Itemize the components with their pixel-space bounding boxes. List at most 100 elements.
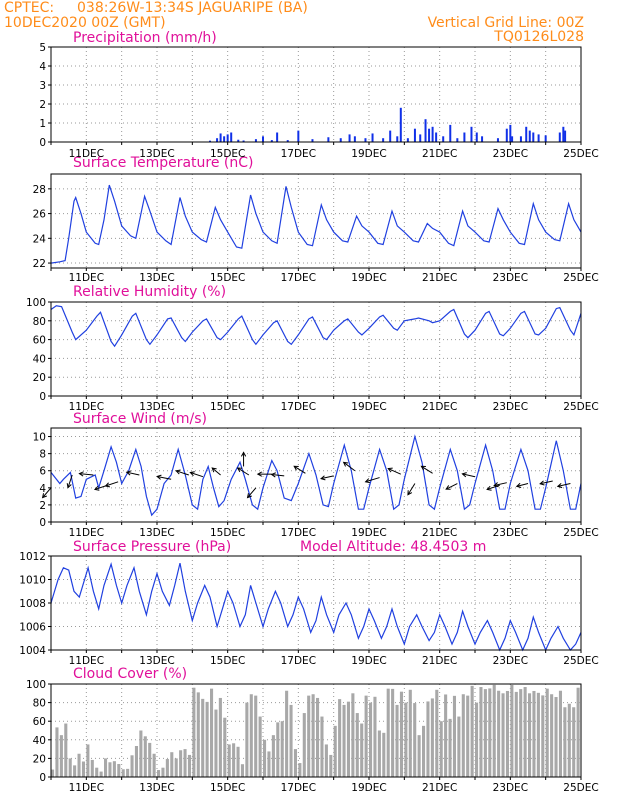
- cloud-bar: [218, 697, 222, 777]
- cloud-bar: [316, 697, 320, 777]
- precip-bar: [230, 132, 233, 142]
- cloud-bar: [528, 693, 532, 777]
- cloud-date-label: 15DEC: [210, 782, 245, 794]
- cloud-bar: [576, 687, 580, 777]
- cloud-bar: [227, 744, 231, 777]
- precip-bar: [382, 138, 385, 142]
- temp-ytick-label: 22: [33, 258, 46, 270]
- pressure-date-label: 21DEC: [422, 655, 457, 667]
- cloud-bar: [399, 691, 404, 777]
- wind-arrow: [516, 483, 529, 487]
- cloud-bar: [117, 763, 121, 777]
- cloud-bar: [126, 768, 130, 777]
- precip-bar: [532, 132, 535, 142]
- wind-arrow: [67, 474, 73, 488]
- precip-bar: [399, 107, 402, 142]
- cloud-bar: [263, 739, 267, 777]
- pressure-date-label: 11DEC: [69, 655, 104, 667]
- cloud-bar: [187, 754, 192, 777]
- cloud-bar: [426, 701, 430, 777]
- cloud-bar: [254, 695, 258, 777]
- precip-bar: [270, 140, 273, 142]
- precip-bar: [297, 130, 300, 142]
- cloud-bar: [369, 702, 373, 777]
- header-code: TQ0126L028: [493, 29, 584, 45]
- wind-date-label: 15DEC: [210, 527, 245, 539]
- temp-ytick-label: 26: [33, 209, 47, 221]
- rh-ytick-label: 40: [33, 353, 46, 365]
- temp-title: Surface Temperature (nC): [73, 155, 254, 171]
- precip-bar: [564, 130, 567, 142]
- cloud-bar: [68, 758, 72, 777]
- cloud-bar: [183, 749, 187, 777]
- precip-bar: [262, 136, 264, 142]
- rh-date-label: 19DEC: [351, 401, 386, 413]
- wind-arrow: [293, 465, 306, 474]
- cloud-bar: [417, 735, 421, 777]
- wind-arrow: [79, 473, 94, 476]
- cloud-ytick-label: 80: [33, 698, 46, 710]
- cloud-bar: [541, 695, 545, 777]
- wind-arrow-head: [125, 470, 132, 476]
- wind-arrow-head: [515, 482, 522, 488]
- cloud-date-label: 13DEC: [139, 782, 174, 794]
- wind-arrow-head: [236, 467, 243, 473]
- wind-arrow-head: [387, 467, 393, 473]
- cloud-bar: [395, 704, 399, 777]
- header-source: CPTEC:: [4, 0, 54, 16]
- wind-arrow: [486, 484, 500, 490]
- wind-arrow-head: [420, 465, 426, 471]
- cloud-bar: [267, 751, 271, 777]
- rh-date-label: 23DEC: [493, 401, 528, 413]
- cloud-bar: [271, 735, 275, 777]
- precip-ytick-label: 0: [39, 137, 46, 149]
- cloud-bar: [510, 684, 514, 777]
- wind-arrow-head: [104, 482, 111, 488]
- pressure-ytick-label: 1004: [19, 645, 46, 657]
- cloud-bar: [338, 699, 342, 777]
- precip-bar: [544, 135, 547, 142]
- wind-date-label: 23DEC: [493, 527, 528, 539]
- cloud-bar: [293, 749, 298, 777]
- wind-arrow-head: [293, 465, 299, 471]
- wind-arrow-head: [189, 471, 195, 477]
- wind-arrow: [445, 483, 458, 490]
- wind-arrow-head: [461, 472, 467, 478]
- precip-bar: [223, 136, 226, 142]
- precip-bar: [519, 136, 522, 142]
- precip-bar: [216, 138, 219, 142]
- rh-date-label: 21DEC: [422, 401, 457, 413]
- cloud-bar: [563, 707, 567, 777]
- precip-bar: [226, 134, 229, 142]
- cloud-bar: [346, 701, 351, 777]
- cloud-bar: [298, 763, 302, 777]
- precip-bar: [505, 128, 508, 142]
- precip-bar: [419, 134, 422, 142]
- cloud-bar: [452, 695, 457, 777]
- cloud-bar: [391, 688, 395, 777]
- wind-arrow: [557, 483, 571, 487]
- wind-arrow-head: [539, 480, 545, 486]
- wind-line: [50, 434, 582, 517]
- cloud-bar: [333, 725, 337, 777]
- cloud-bar: [139, 730, 143, 777]
- wind-ytick-label: 2: [39, 500, 46, 512]
- cloud-bar: [386, 688, 390, 777]
- cloud-bar: [439, 721, 443, 777]
- cloud-bar: [413, 703, 417, 777]
- cloud-bar: [179, 750, 183, 777]
- wind-arrow: [42, 487, 52, 498]
- cloud-bar: [161, 767, 165, 777]
- wind-arrow: [387, 468, 402, 475]
- wind-arrow-head: [270, 472, 276, 478]
- cloud-bar: [302, 713, 306, 777]
- cloud-bar: [311, 694, 315, 777]
- cloud-bar: [289, 704, 293, 777]
- cloud-bar: [240, 764, 245, 777]
- cloud-bar: [174, 758, 178, 777]
- pressure-panel: 1004 1006 1008 1010 1012 11DEC 13DEC 15DEC 17DEC…: [19, 551, 598, 667]
- wind-arrow: [126, 471, 140, 476]
- cloud-bar: [457, 716, 461, 777]
- cloud-bar: [342, 704, 346, 777]
- cloud-bar: [422, 725, 426, 777]
